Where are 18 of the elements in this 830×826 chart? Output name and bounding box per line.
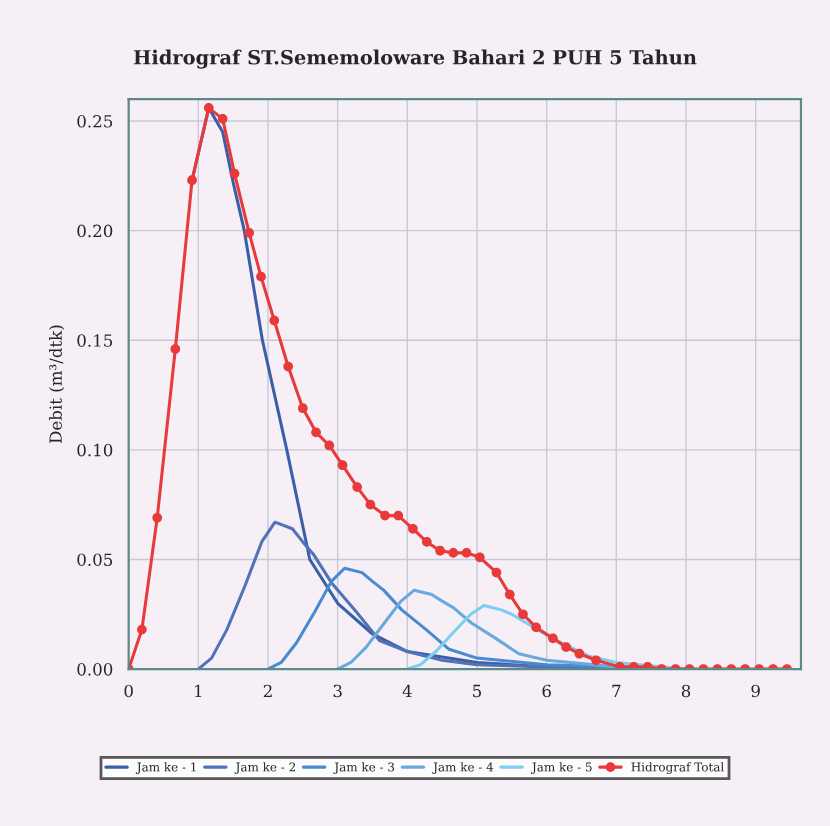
y-tick-label: 0.20: [77, 224, 113, 238]
x-tick-label: 5: [473, 684, 482, 698]
x-tick-label: 8: [681, 684, 691, 698]
x-tick-label: 2: [263, 684, 272, 697]
x-tick-label: 3: [333, 684, 342, 698]
y-tick-label: 0.05: [77, 553, 113, 567]
y-axis-title: Debit (m³/dtk): [49, 325, 65, 444]
y-tick-label: 0.10: [77, 443, 113, 457]
y-tick-label: 0.00: [77, 663, 113, 676]
x-tick-label: 9: [751, 684, 760, 698]
x-tick-label: 7: [612, 684, 621, 697]
x-tick-label: 6: [542, 684, 551, 698]
x-tick-label: 0: [124, 684, 133, 698]
x-tick-label: 1: [195, 684, 202, 697]
chart-title: Hidrograf ST.Sememoloware Bahari 2 PUH 5 Tahun: [133, 49, 697, 69]
y-tick-label: 0.25: [77, 115, 113, 128]
x-tick-label: 4: [402, 684, 412, 697]
y-tick-label: 0.15: [77, 334, 113, 347]
